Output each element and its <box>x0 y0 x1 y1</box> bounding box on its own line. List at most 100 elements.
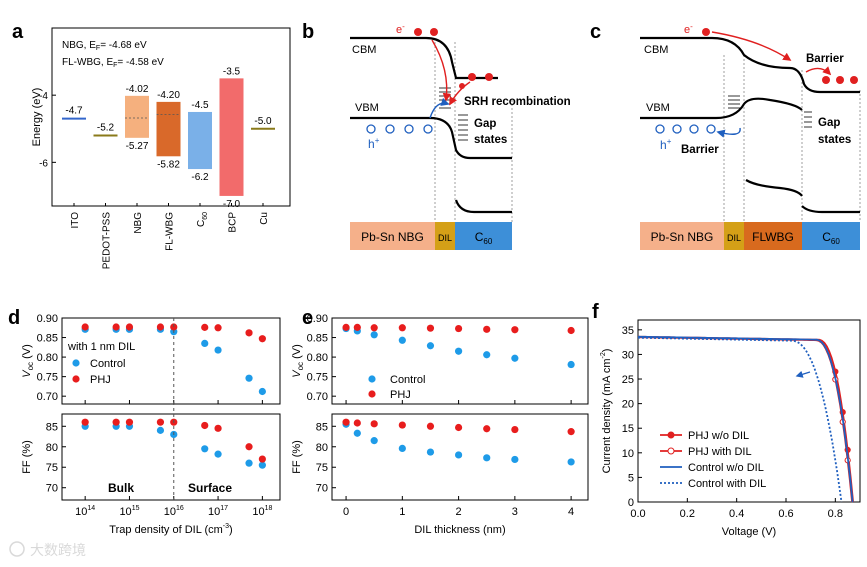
panel-b-electron-2 <box>430 28 438 36</box>
panel-c-layer-rect <box>640 222 724 250</box>
d-top-point-control <box>245 374 253 382</box>
d-top-point-phj <box>245 329 253 337</box>
panel-c-barrier-label-bottom: Barrier <box>681 144 719 156</box>
d-bottom-point-phj <box>112 418 120 426</box>
d-bottom-ylabel: FF (%) <box>21 440 33 474</box>
e-bottom-point-control <box>483 454 491 462</box>
e-bottom-point-phj <box>567 428 575 436</box>
panel-c-electron-1 <box>702 28 710 36</box>
d-xtick-base: 10 <box>252 506 264 518</box>
panel-a-category-label: Cu <box>259 212 270 225</box>
panel-b-band-diagram: CBM e- VBM h+ SRH re <box>350 22 571 250</box>
panel-b-electron-3 <box>468 73 476 81</box>
e-top-point-phj <box>370 324 378 332</box>
d-ytick-label: 0.80 <box>37 352 58 364</box>
e-bottom-point-phj <box>426 422 435 430</box>
panel-a-frame <box>51 27 291 207</box>
panel-a-yticks: -4 -6 <box>39 91 56 169</box>
panel-c-layer-name: C <box>822 230 831 244</box>
e-top-frame <box>331 317 589 405</box>
d-bottom-point-phj <box>258 455 266 463</box>
panel-c-electron-label: e- <box>684 22 693 36</box>
e-legend-label-control: Control <box>390 374 425 386</box>
panel-a-energy-diagram: NBG, EF= -4.68 eV FL-WBG, EF= -4.58 eV E… <box>31 27 291 269</box>
panel-b-c60-lower-band <box>454 199 512 214</box>
d-bottom-point-phj <box>214 424 222 432</box>
f-ytick-label: 30 <box>622 349 634 361</box>
panel-b-electron-1 <box>414 28 422 36</box>
f-frame <box>637 319 861 503</box>
e-top-ylabel: Voc (V) <box>291 344 305 378</box>
panel-b-electron-4 <box>485 73 493 81</box>
panel-c-layer-label: C60 <box>822 230 840 246</box>
e-ytick-label: 0.75 <box>307 372 328 384</box>
f-ylabel-main: Current density (mA cm <box>601 358 613 473</box>
panel-e-dil-thickness-plot: 0.70 0.75 0.80 0.85 0.90 Voc (V) 70 75 80 85 FF (%… <box>291 313 589 536</box>
e-ytick-label: 85 <box>316 421 328 433</box>
e-bottom-point-phj <box>370 420 378 428</box>
d-bottom-point-phj <box>125 418 134 426</box>
panel-c-holes <box>655 124 716 134</box>
d-bottom-point-control <box>245 459 253 467</box>
d-bottom-point-control <box>201 445 209 453</box>
panel-c-layer-rect <box>744 222 802 250</box>
d-top-point-phj <box>156 323 165 331</box>
e-xtick-label: 1 <box>399 506 405 518</box>
f-ylabel: Current density (mA cm-2) <box>600 349 613 474</box>
d-xtick-exp: 18 <box>265 505 273 512</box>
panel-c-layer-label: FLWBG <box>752 230 794 244</box>
e-ytick-label: 75 <box>316 462 328 474</box>
e-top-point-control <box>370 331 378 339</box>
d-ytick-label: 0.90 <box>37 313 58 325</box>
e-top-point-control <box>483 351 491 359</box>
panel-letter-b: b <box>302 21 314 43</box>
d-ytick-label: 80 <box>46 442 58 454</box>
panel-c-layer-rect <box>724 222 744 250</box>
panel-b-trap-states-dil <box>439 87 451 109</box>
panel-a-materials: -4.7 ITO -5.2 PEDOT-PSS -4.02 -5.27 NBG -4.20 -5… <box>62 66 275 269</box>
d-legend-marker-control <box>72 359 80 367</box>
panel-c-barrier-label-top: Barrier <box>806 53 844 65</box>
panel-letter-e: e <box>302 307 313 329</box>
d-legend-label-control: Control <box>90 358 125 370</box>
panel-c-band-diagram: CBM e- Barrier VBM h+ Barrier Gap states… <box>640 22 861 250</box>
d-top-point-control <box>201 339 209 348</box>
panel-a-band-top-label: -4.02 <box>126 84 149 95</box>
d-region-label-bulk: Bulk <box>108 481 134 495</box>
panel-b-layer-stack: Pb-Sn NBG DIL C60 <box>350 222 512 250</box>
e-top-point-control <box>511 354 519 362</box>
panel-b-layer-label: DIL <box>438 233 452 243</box>
e-ylabel-end: (V) <box>291 344 303 362</box>
panel-a-category-name: FL-WBG <box>165 212 176 251</box>
f-xtick-label: 0.8 <box>828 508 843 520</box>
panel-a-category-label: ITO <box>70 212 81 229</box>
panel-c-layer-rect <box>802 222 860 250</box>
d-top-point-phj <box>214 324 222 332</box>
e-top-point-phj <box>342 323 350 331</box>
panel-f-jv-curve-plot: 0.0 0.2 0.4 0.6 0.8 0 5 10 15 20 25 30 35 Voltage (V)… <box>600 319 861 538</box>
d-top-point-control <box>214 346 222 354</box>
d-xtick-label: 1017 <box>208 505 228 518</box>
d-top-point-phj <box>125 323 134 331</box>
d-xtick-label: 1016 <box>164 505 184 518</box>
f-ylabel-end: ) <box>601 349 613 353</box>
panel-b-hole-arrow <box>429 97 450 119</box>
e-bottom-point-control <box>567 458 575 466</box>
panel-letter-a: a <box>12 21 24 43</box>
d-xtick-exp: 14 <box>87 505 95 512</box>
d-top-point-phj <box>258 335 266 343</box>
e-top-point-phj <box>567 326 575 335</box>
d-bottom-point-control <box>258 461 266 469</box>
d-ytick-label: 0.85 <box>37 333 58 345</box>
panel-a-level-label: -5.2 <box>97 122 115 133</box>
e-bottom-point-phj <box>353 419 361 427</box>
panel-a-band-bottom-label: -6.2 <box>191 172 209 183</box>
watermark-text: 大数跨境 <box>30 542 86 558</box>
f-ytick-label: 20 <box>622 399 634 411</box>
e-ytick-label: 80 <box>316 442 328 454</box>
f-ytick-label: 10 <box>622 448 634 460</box>
panel-letter-d: d <box>8 307 20 329</box>
panel-b-layer-rect <box>350 222 435 250</box>
e-bottom-point-phj <box>398 421 406 429</box>
e-top-point-control <box>398 336 406 344</box>
